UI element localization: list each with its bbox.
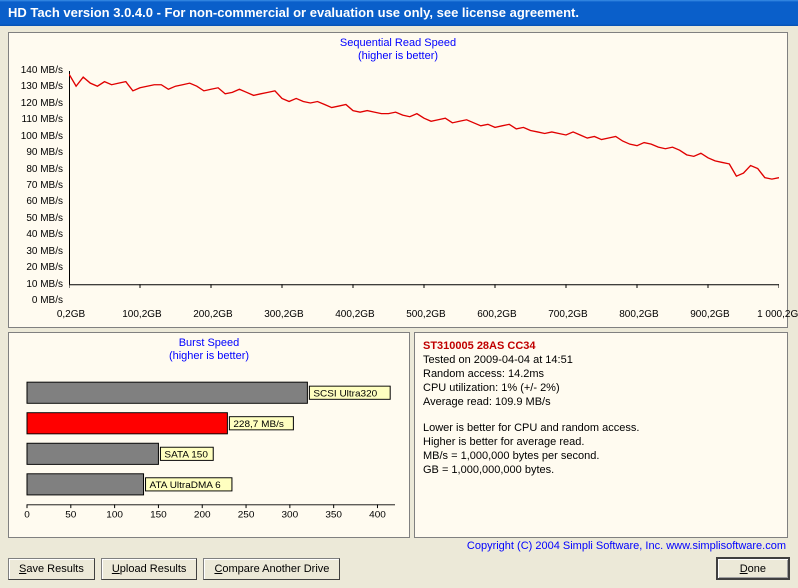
burst-bar	[27, 382, 307, 403]
title-text: HD Tach version 3.0.4.0 - For non-commer…	[8, 5, 579, 20]
burst-bar-label: ATA UltraDMA 6	[150, 480, 221, 491]
tested-line: Tested on 2009-04-04 at 14:51	[423, 353, 779, 367]
svg-text:400: 400	[369, 510, 386, 521]
done-label: one	[748, 563, 766, 575]
svg-text:50: 50	[65, 510, 77, 521]
x-tick-label: 1 000,2GE	[753, 309, 798, 320]
y-tick-label: 120 MB/s	[21, 98, 63, 109]
y-tick-label: 90 MB/s	[26, 147, 63, 158]
title-bar: HD Tach version 3.0.4.0 - For non-commer…	[0, 0, 798, 26]
burst-bar-label: SCSI Ultra320	[313, 389, 377, 400]
y-tick-label: 30 MB/s	[26, 246, 63, 257]
save-label: ave Results	[26, 563, 83, 575]
upload-results-button[interactable]: Upload Results	[101, 558, 198, 580]
burst-chart: SCSI Ultra320 228,7 MB/s SATA 150 ATA Ultra…	[23, 369, 399, 525]
burst-chart-frame: Burst Speed (higher is better) SCSI Ultr…	[8, 332, 410, 538]
svg-text:300: 300	[282, 510, 299, 521]
y-tick-label: 70 MB/s	[26, 180, 63, 191]
y-tick-label: 80 MB/s	[26, 164, 63, 175]
y-tick-label: 10 MB/s	[26, 279, 63, 290]
burst-bar-label: 228,7 MB/s	[233, 419, 284, 430]
y-tick-label: 40 MB/s	[26, 229, 63, 240]
compare-label: ompare Another Drive	[222, 563, 329, 575]
y-tick-label: 110 MB/s	[22, 114, 64, 125]
note-line: GB = 1,000,000,000 bytes.	[423, 463, 779, 477]
note-line: MB/s = 1,000,000 bytes per second.	[423, 449, 779, 463]
compare-drive-button[interactable]: Compare Another Drive	[203, 558, 340, 580]
svg-text:350: 350	[325, 510, 342, 521]
x-tick-label: 400,2GB	[327, 309, 383, 320]
burst-bar	[27, 443, 158, 464]
burst-bar	[27, 474, 144, 495]
burst-bar	[27, 413, 227, 434]
x-tick-label: 800,2GB	[611, 309, 667, 320]
copyright-text: Copyright (C) 2004 Simpli Software, Inc.…	[467, 540, 786, 552]
x-tick-label: 700,2GB	[540, 309, 596, 320]
done-button[interactable]: Done	[716, 557, 790, 580]
y-tick-label: 140 MB/s	[21, 65, 63, 76]
info-panel: ST310005 28AS CC34 Tested on 2009-04-04 …	[414, 332, 788, 538]
x-tick-label: 600,2GB	[469, 309, 525, 320]
sequential-chart-frame: Sequential Read Speed (higher is better)…	[8, 32, 788, 328]
svg-text:200: 200	[194, 510, 211, 521]
y-tick-label: 60 MB/s	[26, 196, 63, 207]
upload-label: pload Results	[120, 563, 187, 575]
y-tick-label: 100 MB/s	[21, 131, 63, 142]
x-tick-label: 200,2GB	[185, 309, 241, 320]
y-tick-label: 0 MB/s	[32, 295, 63, 306]
x-tick-label: 100,2GB	[114, 309, 170, 320]
x-tick-label: 0,2GB	[43, 309, 99, 320]
y-tick-label: 130 MB/s	[21, 81, 63, 92]
note-line: Higher is better for average read.	[423, 435, 779, 449]
y-tick-label: 50 MB/s	[26, 213, 63, 224]
drive-model: ST310005 28AS CC34	[423, 339, 779, 353]
svg-text:100: 100	[106, 510, 123, 521]
burst-chart-title: Burst Speed (higher is better)	[9, 333, 409, 363]
save-results-button[interactable]: Save Results	[8, 558, 95, 580]
y-tick-label: 20 MB/s	[26, 262, 63, 273]
sequential-chart	[69, 71, 779, 301]
x-tick-label: 900,2GB	[682, 309, 738, 320]
random-access-line: Random access: 14.2ms	[423, 367, 779, 381]
burst-bar-label: SATA 150	[164, 450, 208, 461]
svg-text:250: 250	[238, 510, 255, 521]
client-area: Sequential Read Speed (higher is better)…	[0, 26, 798, 546]
avg-read-line: Average read: 109.9 MB/s	[423, 395, 779, 409]
x-tick-label: 500,2GB	[398, 309, 454, 320]
sequential-chart-title: Sequential Read Speed (higher is better)	[9, 33, 787, 63]
cpu-util-line: CPU utilization: 1% (+/- 2%)	[423, 381, 779, 395]
svg-text:150: 150	[150, 510, 167, 521]
svg-text:0: 0	[24, 510, 30, 521]
note-line: Lower is better for CPU and random acces…	[423, 421, 779, 435]
x-tick-label: 300,2GB	[256, 309, 312, 320]
